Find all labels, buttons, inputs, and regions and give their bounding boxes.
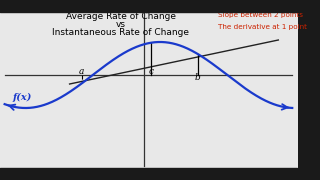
Text: f(x): f(x) — [13, 93, 32, 102]
Text: Instantaneous Rate of Change: Instantaneous Rate of Change — [52, 28, 189, 37]
Text: b: b — [195, 73, 201, 82]
Text: Average Rate of Change: Average Rate of Change — [66, 12, 176, 21]
Text: vs: vs — [116, 20, 126, 29]
Text: a: a — [79, 67, 84, 76]
Text: Slope between 2 points: Slope between 2 points — [218, 12, 303, 18]
Text: c: c — [149, 67, 154, 76]
Text: The derivative at 1 point: The derivative at 1 point — [218, 24, 307, 30]
